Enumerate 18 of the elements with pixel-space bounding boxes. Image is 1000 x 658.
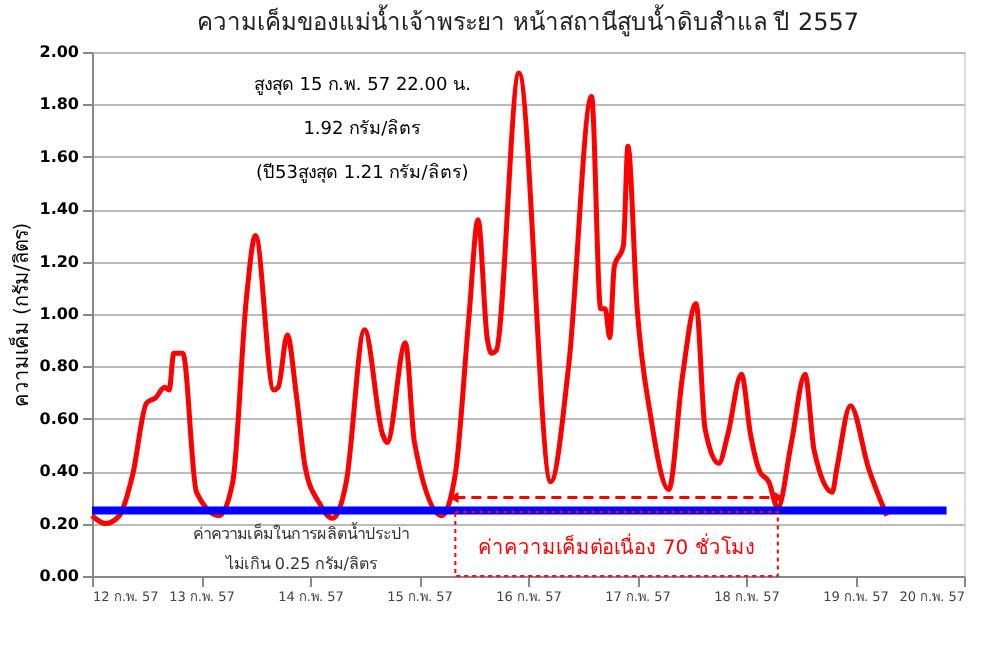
y-tick-label: 0.60 [39, 409, 80, 428]
chart-title: ความเค็มของแม่น้ำเจ้าพระยา หน้าสถานีสูบน้ำดิบสำแล ปี 2557 [197, 4, 859, 38]
y-tick-label: 1.80 [39, 95, 80, 114]
annotation: (ปี53สูงสุด 1.21 กรัม/ลิตร) [256, 162, 469, 184]
annotation: 1.92 กรัม/ลิตร [303, 118, 422, 140]
y-tick-label: 1.00 [39, 305, 80, 323]
y-tick-label: 1.40 [39, 200, 80, 219]
annotation: สูงสุด 15 ก.พ. 57 22.00 น. [253, 76, 471, 96]
y-tick-label: 2.00 [39, 43, 80, 61]
y-tick-label: 0.20 [39, 514, 80, 533]
annotation: ค่าความเค็มต่อเนื่อง 70 ชั่วโมง [478, 532, 755, 560]
y-tick-label: 0.80 [39, 357, 80, 376]
y-tick-label: 1.20 [39, 252, 80, 271]
y-axis-title: ความเค็ม (กรัม/ลิตร) [5, 222, 34, 408]
y-tick-label: 1.60 [39, 147, 80, 166]
ref-line-label: ค่าความเค็มในการผลิตน้ำประปา ไม่เกิน 0.25 กรัม/ลิตร [193, 520, 410, 573]
y-tick-label: 0.00 [39, 567, 80, 585]
y-tick-label: 0.40 [39, 462, 80, 481]
